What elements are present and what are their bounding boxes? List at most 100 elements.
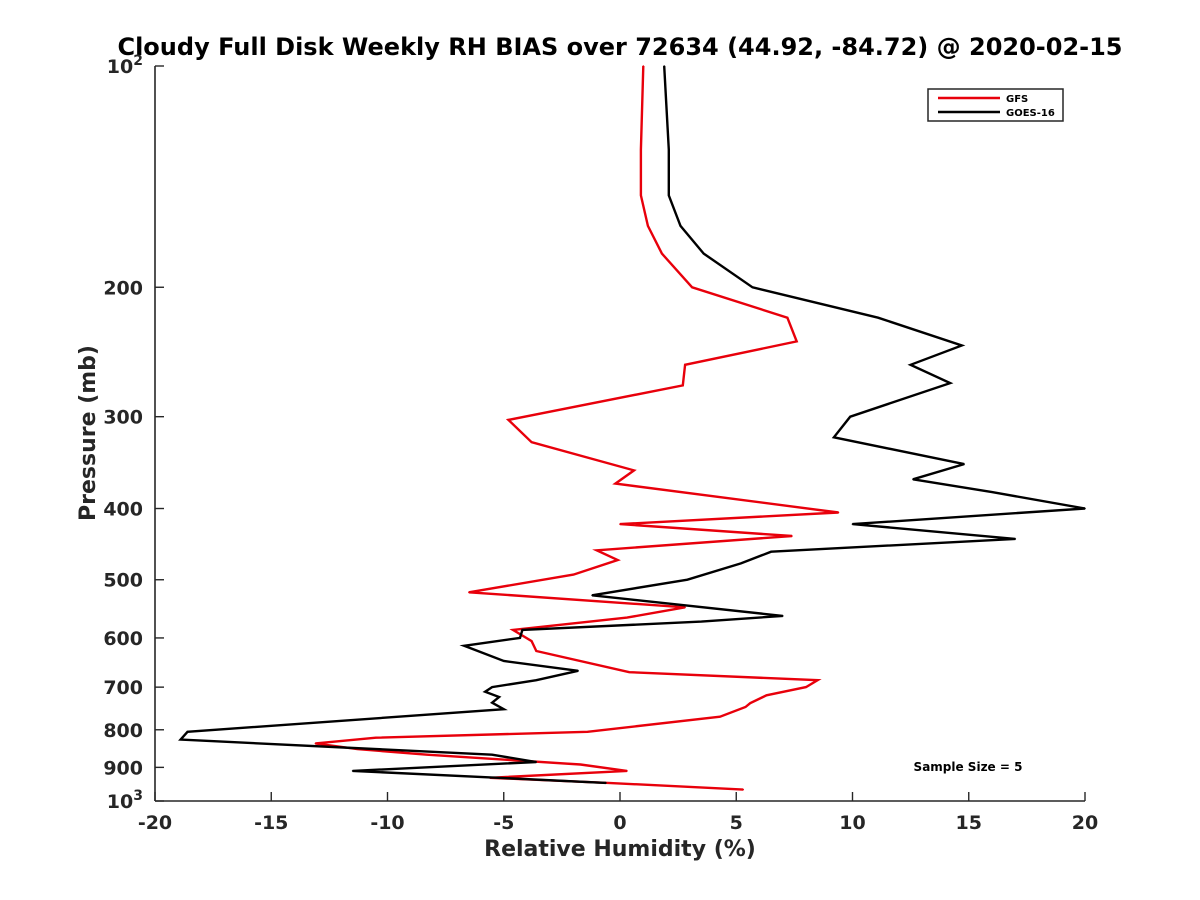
axes: -20 -15 -10 -5 0 5 10 15 20 102 200 300 400 500 600 700…	[103, 53, 1098, 834]
data-point	[572, 573, 575, 576]
data-point	[186, 731, 189, 733]
legend-label: GFS	[1006, 94, 1028, 105]
data-point	[491, 701, 493, 704]
y-tick-label: 800	[103, 720, 143, 742]
data-point	[909, 364, 912, 366]
legend-label: GOES-16	[1006, 108, 1055, 119]
data-point	[351, 770, 354, 772]
data-point	[805, 686, 807, 688]
data-point	[577, 670, 579, 672]
y-tick-label: 900	[103, 757, 143, 779]
x-tick-label: -20	[138, 812, 172, 834]
data-point	[782, 615, 784, 617]
x-tick-label: -15	[254, 812, 288, 834]
data-point	[596, 549, 598, 552]
data-point	[586, 731, 589, 733]
y-tick-label: 200	[103, 277, 143, 299]
data-point	[744, 706, 747, 708]
data-point	[719, 715, 721, 718]
data-point	[682, 384, 684, 387]
data-point	[633, 469, 635, 472]
data-point	[484, 690, 486, 693]
chart-title: Cloudy Full Disk Weekly RH BIAS over 726…	[117, 33, 1122, 61]
series-line	[315, 65, 839, 791]
sample-size-annotation: Sample Size = 5	[914, 760, 1023, 774]
y-tick-label: 400	[103, 499, 143, 521]
x-tick-label: 5	[730, 812, 743, 834]
data-point	[663, 65, 665, 67]
data-point	[877, 316, 879, 319]
data-point	[765, 694, 768, 697]
data-point	[702, 252, 705, 255]
legend: GFS GOES-16	[927, 88, 1064, 122]
data-point	[616, 559, 619, 561]
data-point	[607, 782, 610, 784]
data-point	[851, 523, 854, 525]
data-point	[512, 629, 514, 631]
data-point	[314, 742, 317, 745]
x-tick-label: 15	[956, 812, 982, 834]
data-point	[498, 696, 500, 698]
data-point	[530, 640, 533, 642]
y-tick-label: 103	[107, 788, 143, 813]
data-point	[1014, 538, 1017, 540]
data-point	[833, 436, 835, 439]
data-point	[491, 753, 493, 756]
series-line	[178, 65, 1086, 785]
data-point	[535, 761, 538, 763]
data-point	[949, 382, 951, 384]
data-point	[591, 594, 593, 597]
data-point	[626, 616, 628, 619]
y-tick-label: 500	[103, 570, 143, 592]
data-point	[668, 194, 670, 197]
data-point	[963, 463, 965, 465]
data-point	[647, 225, 649, 227]
data-point	[535, 650, 538, 652]
data-point	[619, 523, 621, 525]
x-tick-label: -10	[370, 812, 404, 834]
data-point	[507, 419, 510, 421]
y-tick-label: 700	[103, 677, 143, 699]
data-point	[535, 679, 538, 681]
data-point	[628, 671, 631, 673]
data-point	[837, 511, 840, 514]
y-axis-label: Pressure (mb)	[76, 345, 101, 521]
data-point	[684, 364, 686, 366]
y-tick-label: 300	[103, 407, 143, 429]
data-point	[491, 686, 493, 688]
data-point	[668, 148, 670, 151]
data-point	[991, 491, 993, 493]
data-point	[686, 578, 689, 581]
y-tick-label: 102	[107, 53, 143, 78]
data-point	[614, 482, 617, 485]
series-gfs	[314, 65, 840, 791]
data-point	[530, 441, 533, 444]
data-point	[912, 478, 914, 481]
data-point	[605, 782, 607, 784]
data-point	[961, 344, 963, 347]
legend-box	[927, 88, 1064, 122]
data-point	[816, 679, 819, 681]
data-point	[791, 535, 793, 537]
data-point	[640, 148, 642, 151]
data-point	[849, 415, 851, 418]
data-point	[503, 660, 505, 662]
data-point	[579, 763, 582, 766]
x-axis-label: Relative Humidity (%)	[484, 837, 756, 862]
data-point	[679, 225, 682, 227]
data-point	[375, 736, 377, 739]
data-point	[519, 637, 521, 639]
data-point	[426, 753, 428, 756]
data-point	[642, 65, 645, 67]
data-point	[742, 788, 744, 791]
data-point	[749, 702, 751, 704]
series-layer	[178, 65, 1086, 791]
y-tick-label: 600	[103, 628, 143, 650]
data-point	[661, 252, 663, 255]
data-point	[179, 738, 182, 741]
data-point	[795, 340, 798, 343]
data-point	[640, 194, 642, 197]
data-point	[521, 629, 524, 631]
x-tick-label: 10	[839, 812, 865, 834]
